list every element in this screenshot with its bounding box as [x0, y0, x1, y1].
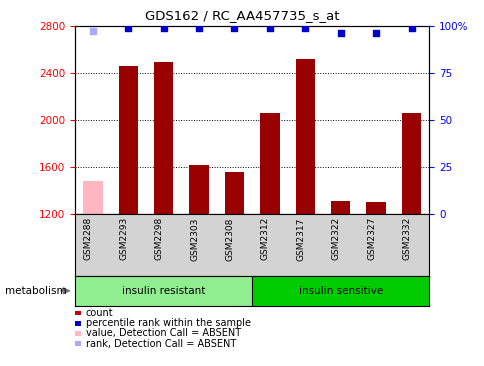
Text: GSM2293: GSM2293 [119, 217, 128, 261]
Bar [118, 66, 138, 214]
Text: GSM2312: GSM2312 [260, 217, 269, 261]
Bar [259, 113, 279, 214]
Text: GSM2332: GSM2332 [402, 217, 410, 261]
Text: GSM2303: GSM2303 [190, 217, 198, 261]
Text: metabolism: metabolism [5, 286, 66, 296]
Text: insulin resistant: insulin resistant [122, 286, 205, 296]
Bar [252, 276, 428, 306]
Bar [224, 172, 244, 214]
Text: count: count [86, 308, 113, 318]
Bar [365, 202, 385, 214]
Text: GSM2327: GSM2327 [366, 217, 376, 261]
Bar [330, 201, 350, 214]
Point [336, 30, 344, 36]
Text: insulin sensitive: insulin sensitive [298, 286, 382, 296]
Text: GSM2298: GSM2298 [154, 217, 164, 261]
Text: GSM2322: GSM2322 [331, 217, 340, 260]
Text: rank, Detection Call = ABSENT: rank, Detection Call = ABSENT [86, 339, 236, 349]
Point [230, 25, 238, 30]
Point [159, 25, 167, 30]
Text: GDS162 / RC_AA457735_s_at: GDS162 / RC_AA457735_s_at [145, 9, 339, 22]
Text: GSM2317: GSM2317 [296, 217, 305, 261]
Point [124, 25, 132, 30]
Text: GSM2288: GSM2288 [84, 217, 93, 261]
Bar [189, 165, 209, 214]
Point [371, 30, 379, 36]
Bar [401, 113, 421, 214]
Text: GSM2308: GSM2308 [225, 217, 234, 261]
Text: value, Detection Call = ABSENT: value, Detection Call = ABSENT [86, 328, 241, 339]
Point [89, 28, 97, 34]
Bar [75, 276, 252, 306]
Bar [153, 62, 173, 214]
Point [301, 25, 308, 30]
Bar [295, 59, 315, 214]
Point [265, 25, 273, 30]
Point [407, 25, 414, 30]
Bar [83, 181, 103, 214]
Point [195, 25, 202, 30]
Text: percentile rank within the sample: percentile rank within the sample [86, 318, 250, 328]
